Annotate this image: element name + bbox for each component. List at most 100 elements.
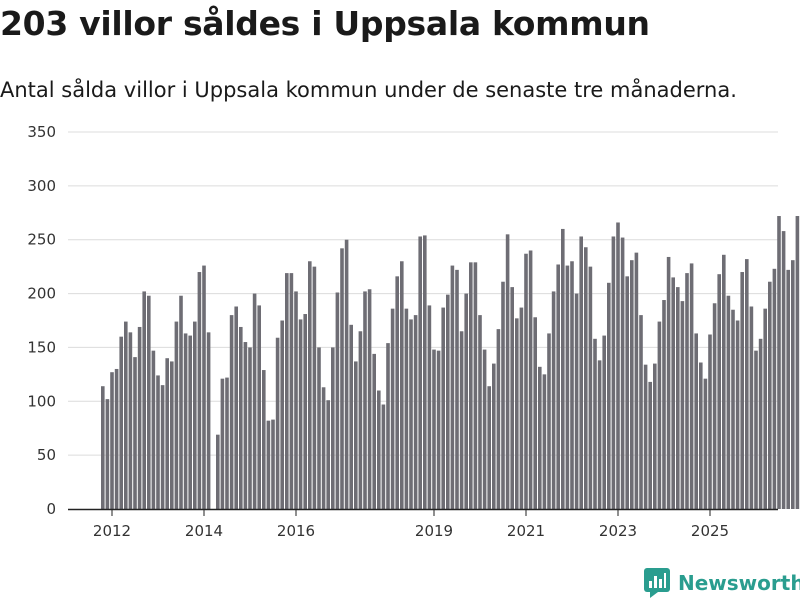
bar — [179, 295, 183, 509]
bar — [183, 333, 188, 509]
x-tick-label: 2014 — [185, 522, 223, 540]
bar — [381, 404, 386, 509]
x-tick-label: 2019 — [415, 522, 453, 540]
bar — [478, 315, 482, 509]
bar — [735, 320, 740, 509]
x-tick-label: 2012 — [93, 522, 131, 540]
bar — [266, 420, 271, 509]
bar — [473, 262, 478, 509]
bar — [404, 308, 409, 509]
bar — [409, 319, 413, 509]
bar — [749, 306, 754, 509]
bar — [634, 252, 639, 509]
bar — [754, 350, 758, 509]
bar — [188, 335, 192, 509]
bar — [280, 320, 284, 509]
bar — [611, 236, 616, 510]
bar — [717, 274, 721, 509]
bar — [740, 272, 744, 509]
bar — [285, 273, 289, 509]
bar — [206, 332, 211, 509]
bar — [768, 281, 772, 509]
bar — [358, 331, 363, 509]
bar — [588, 266, 593, 509]
bar — [446, 294, 450, 509]
bar — [482, 349, 487, 509]
bar — [160, 385, 165, 509]
bar — [680, 301, 685, 509]
bar — [441, 307, 445, 509]
bar — [524, 253, 528, 509]
bar — [708, 334, 712, 509]
chart-subtitle: Antal sålda villor i Uppsala kommun unde… — [0, 78, 737, 102]
bar — [515, 318, 519, 509]
bar — [745, 259, 749, 509]
bar — [321, 387, 326, 509]
bar — [225, 377, 229, 509]
bar — [294, 291, 298, 509]
bar — [432, 349, 436, 509]
bar — [464, 293, 468, 509]
bar — [303, 314, 307, 509]
x-tick-label: 2016 — [277, 522, 315, 540]
bar — [372, 353, 376, 509]
bar — [570, 261, 574, 509]
bar — [703, 378, 708, 509]
bar — [496, 329, 501, 509]
bar — [450, 265, 455, 509]
bar — [722, 254, 726, 509]
bar — [616, 222, 620, 510]
bar — [312, 266, 317, 509]
x-axis: 2012 2014 2016 2019 2021 2023 2025 — [68, 508, 778, 540]
bar — [561, 228, 565, 509]
bar — [556, 264, 560, 509]
bar — [317, 347, 321, 509]
bar — [133, 357, 137, 509]
y-tick-label: 350 — [27, 123, 56, 141]
newsworthy-logo[interactable]: Newsworthy — [644, 568, 800, 598]
bar — [142, 291, 146, 509]
bar — [151, 350, 156, 509]
bar — [257, 305, 261, 509]
bar — [574, 293, 579, 509]
bar — [170, 361, 174, 509]
bar — [694, 333, 698, 509]
x-tick-label: 2021 — [507, 522, 545, 540]
bar — [551, 291, 556, 509]
bar — [165, 358, 169, 509]
y-tick-label: 150 — [27, 338, 56, 356]
bar — [349, 324, 353, 509]
bar — [400, 261, 404, 509]
bar — [643, 364, 648, 509]
bar — [363, 291, 367, 509]
bar — [298, 319, 303, 509]
x-tick-label: 2025 — [691, 522, 729, 540]
bar — [390, 308, 395, 509]
bar — [101, 386, 105, 509]
bar — [791, 260, 795, 509]
bar — [579, 236, 583, 510]
bar — [174, 321, 179, 509]
bar — [147, 295, 151, 509]
bar — [216, 434, 220, 509]
y-tick-label: 50 — [37, 446, 56, 464]
bar — [289, 273, 294, 509]
bar — [510, 287, 514, 509]
bar — [597, 360, 602, 509]
y-axis: 0 50 100 150 200 250 300 350 — [27, 123, 56, 518]
bar — [124, 321, 128, 509]
bar — [377, 390, 381, 509]
bar — [528, 250, 533, 510]
bar — [114, 368, 119, 509]
bar — [262, 370, 266, 509]
bar — [395, 276, 399, 509]
bar — [239, 326, 243, 509]
bar — [413, 315, 418, 509]
y-tick-label: 0 — [46, 500, 56, 518]
bar — [110, 372, 114, 509]
bar — [712, 303, 717, 509]
bar — [685, 273, 689, 509]
bar — [492, 363, 496, 509]
bar — [469, 262, 473, 509]
bar — [243, 342, 248, 509]
